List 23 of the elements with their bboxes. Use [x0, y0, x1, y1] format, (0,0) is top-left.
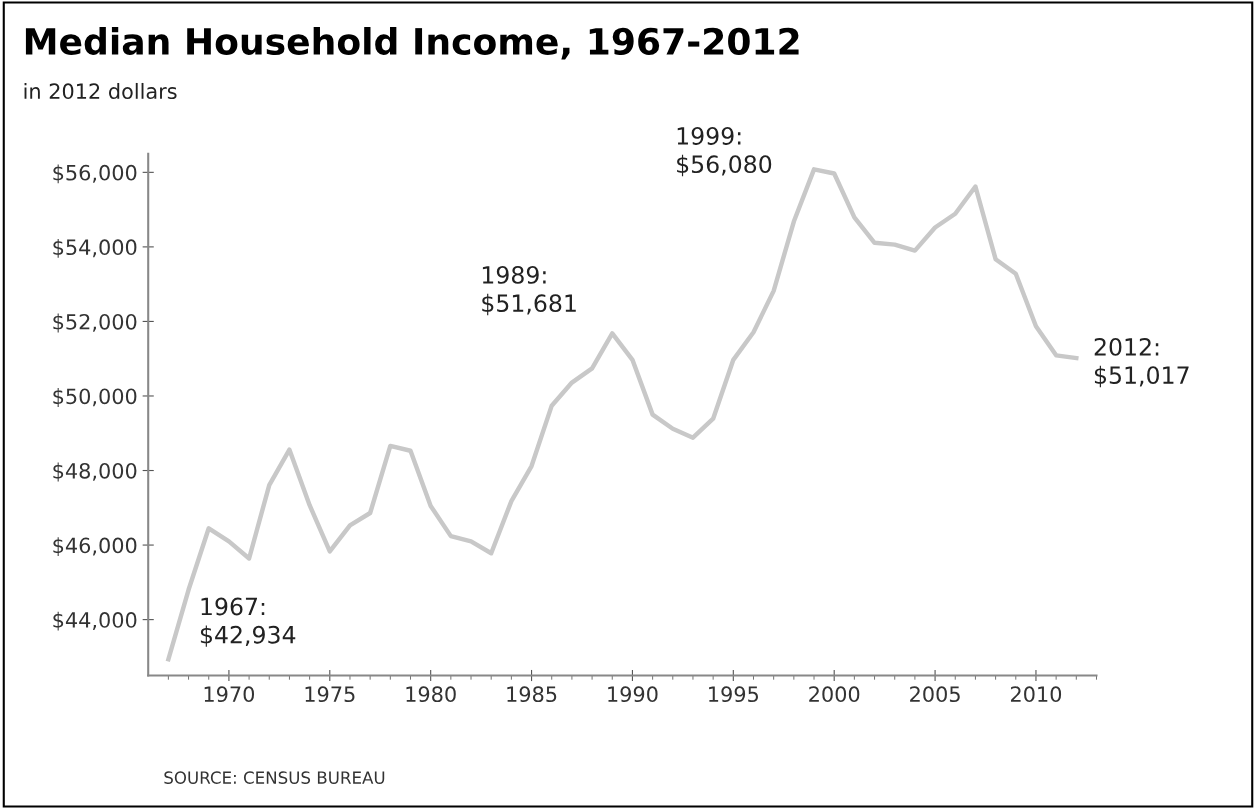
chart-title: Median Household Income, 1967-2012 [25, 27, 799, 60]
x-tick-label: 2010 [1010, 686, 1062, 703]
source-note: SOURCE: CENSUS BUREAU [164, 771, 385, 784]
y-tick-label: $44,000 [53, 611, 137, 631]
y-tick-label: $46,000 [53, 537, 137, 557]
y-tick-label: $54,000 [53, 238, 137, 258]
annotation: 1989: $51,681 [482, 265, 576, 316]
x-tick-label: 1975 [305, 686, 355, 703]
chart-subtitle: in 2012 dollars [24, 82, 177, 100]
x-tick-label: 1985 [507, 686, 557, 703]
y-tick-label: $52,000 [53, 313, 137, 333]
annotation: 2012: $51,017 [1094, 337, 1189, 388]
annotation: 1967: $42,934 [200, 597, 296, 647]
annotation: 1999: $56,080 [677, 127, 772, 177]
x-tick-label: 2000 [809, 686, 860, 703]
x-tick-label: 1995 [709, 686, 759, 703]
x-tick-label: 1970 [204, 686, 255, 703]
x-tick-label: 1990 [608, 686, 658, 703]
y-tick-label: $56,000 [53, 164, 137, 184]
y-tick-label: $48,000 [53, 462, 137, 482]
x-tick-label: 2005 [910, 686, 960, 703]
y-tick-label: $50,000 [53, 388, 137, 407]
x-tick-label: 1980 [406, 686, 456, 703]
